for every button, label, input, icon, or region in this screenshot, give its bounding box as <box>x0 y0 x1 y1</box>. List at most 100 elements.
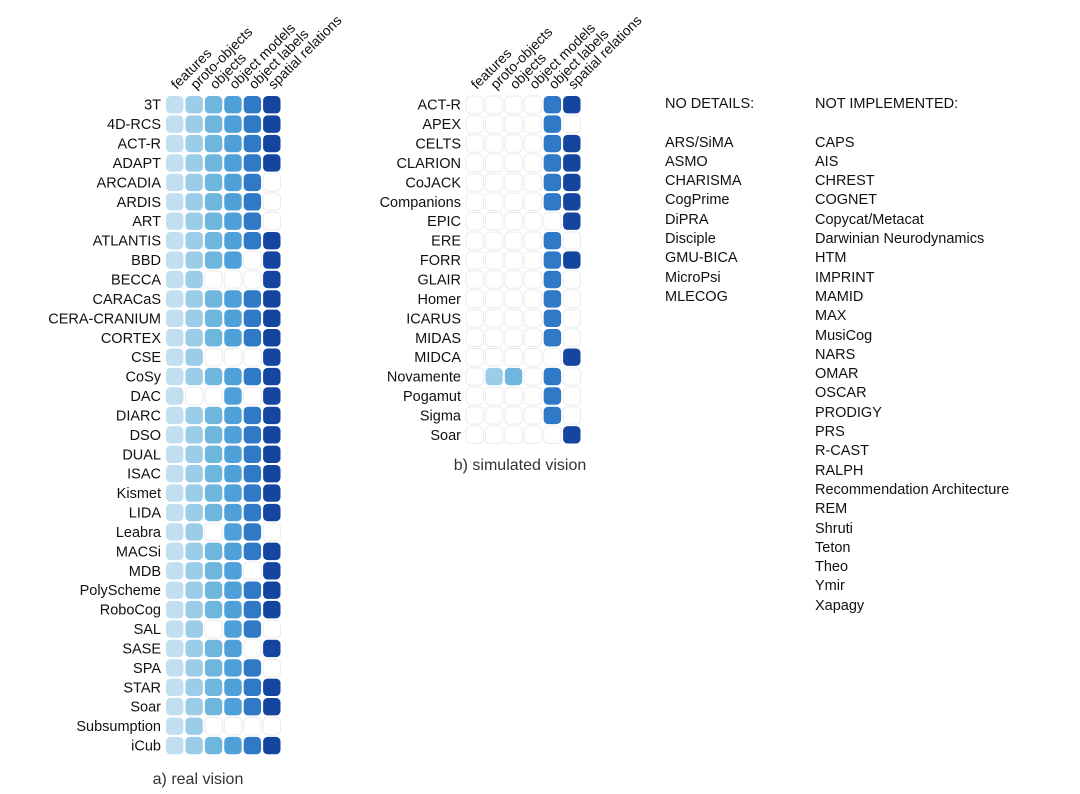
empty-cell <box>465 425 484 445</box>
filled-cell <box>185 115 203 133</box>
filled-cell <box>263 542 281 561</box>
empty-cell <box>523 192 543 212</box>
empty-cell <box>484 250 504 270</box>
filled-cell <box>563 426 581 444</box>
filled-cell <box>185 659 203 677</box>
empty-cell <box>262 658 282 678</box>
filled-cell <box>243 309 262 328</box>
filled-cell <box>166 562 184 580</box>
empty-cell <box>562 309 582 328</box>
empty-cell <box>484 153 504 173</box>
row-label: ICARUS <box>406 311 461 327</box>
empty-cell <box>262 212 282 231</box>
row-label: GLAIR <box>417 272 461 288</box>
empty-cell <box>243 639 262 658</box>
filled-cell <box>243 134 262 153</box>
filled-cell <box>543 193 562 211</box>
empty-cell <box>523 367 543 386</box>
empty-cell <box>484 114 504 134</box>
filled-cell <box>224 698 242 716</box>
filled-cell <box>185 154 203 172</box>
empty-cell <box>504 192 523 212</box>
filled-cell <box>504 367 523 386</box>
filled-cell <box>563 251 581 269</box>
empty-cell <box>484 386 504 406</box>
filled-cell <box>263 134 281 153</box>
empty-cell <box>262 522 282 542</box>
empty-cell <box>262 716 282 736</box>
filled-cell <box>563 134 581 153</box>
list-item: R-CAST <box>815 443 869 460</box>
filled-cell <box>263 426 281 444</box>
filled-cell <box>166 231 184 250</box>
filled-cell <box>263 154 281 172</box>
filled-cell <box>224 484 242 502</box>
filled-cell <box>243 426 262 444</box>
row-label: Homer <box>417 292 461 308</box>
filled-cell <box>224 231 242 250</box>
not-implemented-list: NOT IMPLEMENTED: CAPS AIS CHREST COGNET … <box>815 95 1009 616</box>
filled-cell <box>263 96 281 114</box>
filled-cell <box>204 464 223 483</box>
filled-cell <box>166 620 184 638</box>
filled-cell <box>243 600 262 619</box>
empty-cell <box>465 95 484 114</box>
filled-cell <box>224 173 242 192</box>
row-label: CELTS <box>415 137 461 153</box>
filled-cell <box>166 329 184 347</box>
empty-cell <box>484 95 504 114</box>
row-label: SAL <box>134 622 161 638</box>
filled-cell <box>204 290 223 308</box>
filled-cell <box>543 115 562 133</box>
filled-cell <box>224 290 242 308</box>
filled-cell <box>185 600 203 619</box>
empty-cell <box>484 192 504 212</box>
empty-cell <box>504 328 523 347</box>
empty-cell <box>523 309 543 328</box>
empty-cell <box>504 231 523 250</box>
filled-cell <box>263 562 281 580</box>
not-implemented-header: NOT IMPLEMENTED: <box>815 96 959 112</box>
filled-cell <box>185 270 203 289</box>
empty-cell <box>484 173 504 192</box>
empty-cell <box>465 309 484 328</box>
filled-cell <box>543 134 562 153</box>
filled-cell <box>563 348 581 366</box>
list-item: CHREST <box>815 173 875 190</box>
empty-cell <box>523 328 543 347</box>
filled-cell <box>224 212 242 230</box>
empty-cell <box>562 289 582 309</box>
empty-cell <box>523 289 543 309</box>
empty-cell <box>504 406 523 425</box>
filled-cell <box>563 154 581 172</box>
filled-cell <box>166 212 184 230</box>
filled-cell <box>166 464 184 483</box>
row-label: MIDAS <box>415 331 461 347</box>
filled-cell <box>166 600 184 619</box>
filled-cell <box>263 115 281 133</box>
list-item: RALPH <box>815 462 864 479</box>
empty-cell <box>543 425 562 445</box>
filled-cell <box>224 445 242 463</box>
empty-cell <box>523 212 543 231</box>
filled-cell <box>185 426 203 444</box>
list-item: NARS <box>815 346 856 363</box>
filled-cell <box>166 193 184 211</box>
empty-cell <box>223 347 243 367</box>
filled-cell <box>543 251 562 269</box>
filled-cell <box>204 96 223 114</box>
filled-cell <box>166 173 184 192</box>
empty-cell <box>504 386 523 406</box>
filled-cell <box>243 503 262 522</box>
list-item: Darwinian Neurodynamics <box>815 231 985 248</box>
empty-cell <box>484 347 504 367</box>
filled-cell <box>243 212 262 230</box>
filled-cell <box>185 173 203 192</box>
filled-cell <box>204 600 223 619</box>
filled-cell <box>166 523 184 541</box>
filled-cell <box>185 503 203 522</box>
filled-cell <box>563 173 581 192</box>
filled-cell <box>224 367 242 386</box>
empty-cell <box>204 619 223 639</box>
